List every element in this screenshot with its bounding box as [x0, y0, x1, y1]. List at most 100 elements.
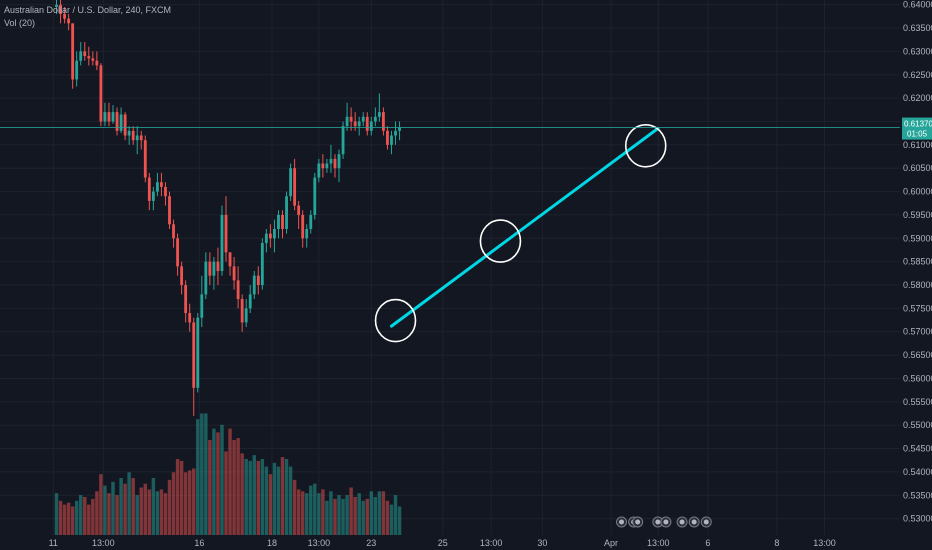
- candle-body[interactable]: [212, 261, 216, 276]
- annotation-circle[interactable]: [479, 219, 522, 263]
- candle-body[interactable]: [260, 242, 264, 286]
- candle-body[interactable]: [325, 163, 329, 169]
- candle-body[interactable]: [321, 163, 325, 169]
- candle-body[interactable]: [216, 261, 220, 272]
- candle-body[interactable]: [115, 112, 119, 131]
- candle-body[interactable]: [160, 182, 163, 187]
- candle-body[interactable]: [196, 317, 200, 388]
- candle-body[interactable]: [192, 322, 196, 388]
- candle-body[interactable]: [168, 196, 171, 225]
- candle-body[interactable]: [204, 261, 208, 295]
- candle-body[interactable]: [373, 116, 377, 122]
- candle-body[interactable]: [365, 116, 369, 131]
- candle-body[interactable]: [345, 116, 349, 127]
- candle-body[interactable]: [220, 214, 224, 272]
- candle-body[interactable]: [91, 58, 95, 61]
- candle-body[interactable]: [176, 238, 179, 267]
- event-flag-icon[interactable]: [660, 516, 672, 528]
- annotations[interactable]: [374, 123, 667, 343]
- candle-body[interactable]: [87, 56, 91, 59]
- candle-body[interactable]: [313, 177, 317, 215]
- candle-body[interactable]: [107, 112, 111, 122]
- candle-body[interactable]: [232, 266, 236, 281]
- event-markers[interactable]: [616, 516, 712, 528]
- candle-body[interactable]: [256, 275, 260, 286]
- candle-body[interactable]: [127, 130, 131, 136]
- candle-body[interactable]: [281, 214, 284, 229]
- candle-body[interactable]: [240, 299, 244, 323]
- candle-body[interactable]: [394, 130, 397, 136]
- candle-body[interactable]: [67, 18, 71, 24]
- candle-body[interactable]: [305, 228, 309, 239]
- candle-body[interactable]: [63, 14, 66, 19]
- candle-body[interactable]: [208, 261, 212, 276]
- candle-body[interactable]: [131, 130, 135, 141]
- candle-body[interactable]: [341, 126, 345, 155]
- candle-body[interactable]: [357, 121, 361, 127]
- candle-body[interactable]: [386, 130, 389, 145]
- candle-body[interactable]: [377, 112, 381, 117]
- candle-body[interactable]: [75, 60, 79, 80]
- candle-body[interactable]: [361, 116, 365, 122]
- time-axis[interactable]: 11 13:00 16 18 13:00 23 25 13:00 30 Apr 13:00 6 8 13:…: [49, 538, 836, 548]
- candle-body[interactable]: [236, 280, 240, 300]
- candle-body[interactable]: [297, 205, 301, 215]
- candle-body[interactable]: [329, 158, 333, 164]
- candle-body[interactable]: [151, 191, 155, 201]
- event-flag-icon[interactable]: [616, 516, 628, 528]
- annotation-circle[interactable]: [374, 298, 417, 343]
- candle-body[interactable]: [99, 65, 103, 122]
- candle-body[interactable]: [244, 308, 248, 323]
- candle-body[interactable]: [135, 135, 139, 141]
- candle-body[interactable]: [184, 285, 188, 314]
- candle-body[interactable]: [285, 196, 288, 229]
- candle-body[interactable]: [155, 182, 159, 192]
- candle-body[interactable]: [71, 23, 75, 80]
- candle-body[interactable]: [248, 294, 252, 309]
- candle-body[interactable]: [333, 158, 337, 169]
- candle-body[interactable]: [55, 4, 58, 8]
- annotation-circle[interactable]: [624, 123, 667, 168]
- candle-body[interactable]: [264, 233, 268, 243]
- candle-body[interactable]: [111, 112, 115, 122]
- candle-body[interactable]: [95, 60, 99, 66]
- candle-body[interactable]: [337, 154, 341, 169]
- candle-body[interactable]: [369, 121, 373, 131]
- event-flag-icon[interactable]: [688, 516, 700, 528]
- candle-body[interactable]: [172, 224, 175, 239]
- candle-body[interactable]: [398, 127, 401, 131]
- candle-body[interactable]: [277, 214, 280, 229]
- candle-body[interactable]: [301, 214, 305, 239]
- price-axis[interactable]: 0.640000.635000.630000.625000.620000.615…: [903, 0, 932, 524]
- candle-body[interactable]: [293, 168, 297, 206]
- candle-body[interactable]: [147, 177, 151, 201]
- event-flag-icon[interactable]: [676, 516, 688, 528]
- candle-body[interactable]: [349, 116, 353, 122]
- candle-body[interactable]: [381, 112, 385, 131]
- candle-body[interactable]: [200, 294, 204, 318]
- candle-body[interactable]: [143, 140, 147, 178]
- candle-body[interactable]: [228, 252, 232, 267]
- event-flag-icon[interactable]: [652, 516, 664, 528]
- candle-body[interactable]: [119, 114, 123, 131]
- symbol-title[interactable]: Australian Dollar / U.S. Dollar, 240, FX…: [4, 5, 172, 15]
- candle-body[interactable]: [224, 214, 228, 253]
- candle-body[interactable]: [289, 168, 292, 197]
- candle-body[interactable]: [390, 135, 393, 145]
- event-flag-icon[interactable]: [632, 516, 644, 528]
- trendline[interactable]: [389, 126, 660, 328]
- candle-body[interactable]: [59, 4, 62, 15]
- candle-body[interactable]: [273, 228, 276, 239]
- candle-body[interactable]: [123, 114, 127, 136]
- candle-body[interactable]: [164, 186, 167, 197]
- candle-body[interactable]: [252, 275, 256, 295]
- candle-body[interactable]: [309, 214, 313, 229]
- candle-body[interactable]: [180, 266, 184, 286]
- candles[interactable]: [55, 0, 401, 416]
- candle-body[interactable]: [103, 112, 107, 122]
- volume-title[interactable]: Vol (20): [4, 18, 36, 28]
- candle-body[interactable]: [317, 163, 321, 178]
- candle-body[interactable]: [139, 135, 143, 141]
- candle-body[interactable]: [188, 313, 192, 323]
